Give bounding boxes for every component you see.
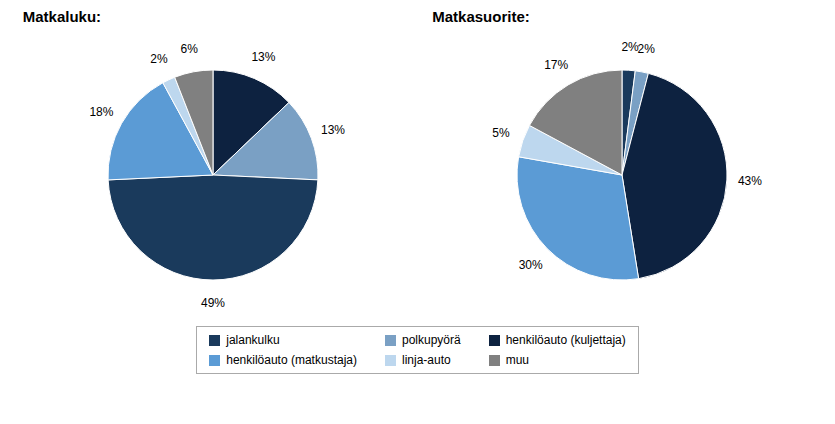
svg-text:6%: 6%	[180, 42, 198, 56]
svg-text:17%: 17%	[544, 58, 568, 72]
html-text:linja-auto: linja-auto	[402, 353, 451, 367]
html-text:muu: muu	[505, 353, 529, 367]
svg-text:13%: 13%	[251, 50, 275, 64]
svg-text:2%: 2%	[622, 40, 640, 54]
svg-text:30%: 30%	[519, 258, 543, 272]
svg-text:13%: 13%	[321, 123, 345, 137]
svg-text:18%: 18%	[89, 105, 113, 119]
html-text:henkilöauto (kuljettaja): henkilöauto (kuljettaja)	[505, 333, 626, 347]
svg-text:49%: 49%	[201, 296, 225, 310]
html-text:polkupyörä: polkupyörä	[402, 333, 461, 347]
html-text:Matkaluku:: Matkaluku:	[22, 8, 102, 25]
html-text:jalankulku: jalankulku	[226, 333, 280, 347]
html-text:henkilöauto (matkustaja): henkilöauto (matkustaja)	[226, 353, 357, 367]
svg-text:2%: 2%	[638, 42, 656, 56]
svg-text:2%: 2%	[150, 52, 168, 66]
html-text:Matkasuorite:: Matkasuorite:	[432, 8, 530, 25]
svg-text:5%: 5%	[493, 126, 511, 140]
svg-text:43%: 43%	[738, 174, 762, 188]
